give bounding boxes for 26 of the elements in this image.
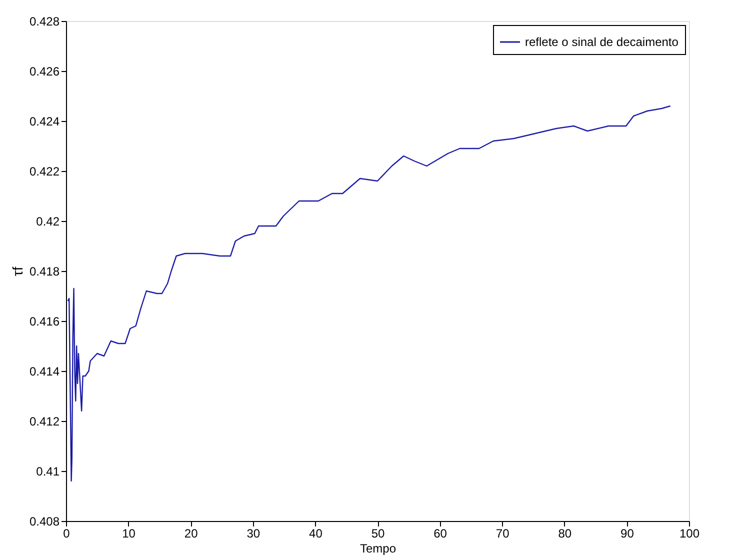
y-tick-label: 0.416 [29, 314, 60, 328]
x-tick-label: 40 [309, 526, 323, 540]
x-tick-label: 20 [184, 526, 198, 540]
x-tick-label: 30 [246, 526, 260, 540]
x-tick-label: 70 [496, 526, 510, 540]
x-axis-title: Tempo [360, 542, 396, 556]
x-tick-label: 100 [679, 526, 700, 540]
y-tick-label: 0.428 [29, 14, 60, 28]
y-tick-label: 0.418 [29, 264, 60, 278]
x-tick-label: 10 [122, 526, 136, 540]
y-tick-label: 0.424 [29, 114, 60, 128]
x-tick-label: 80 [558, 526, 572, 540]
y-tick-label: 0.426 [29, 64, 60, 78]
y-tick-label: 0.41 [36, 464, 60, 478]
y-tick-label: 0.412 [29, 414, 60, 428]
y-tick-label: 0.422 [29, 164, 60, 178]
x-tick-label: 50 [371, 526, 385, 540]
y-axis-title: τf [9, 266, 26, 276]
line-series [67, 105, 671, 482]
y-tick-label: 0.414 [29, 364, 60, 378]
x-tick-label: 60 [434, 526, 448, 540]
y-tick-label: 0.408 [29, 514, 60, 528]
y-tick-label: 0.42 [36, 214, 60, 228]
x-tick-label: 0 [63, 526, 70, 540]
legend-label: reflete o sinal de decaimento [525, 35, 679, 49]
x-tick-label: 90 [620, 526, 634, 540]
